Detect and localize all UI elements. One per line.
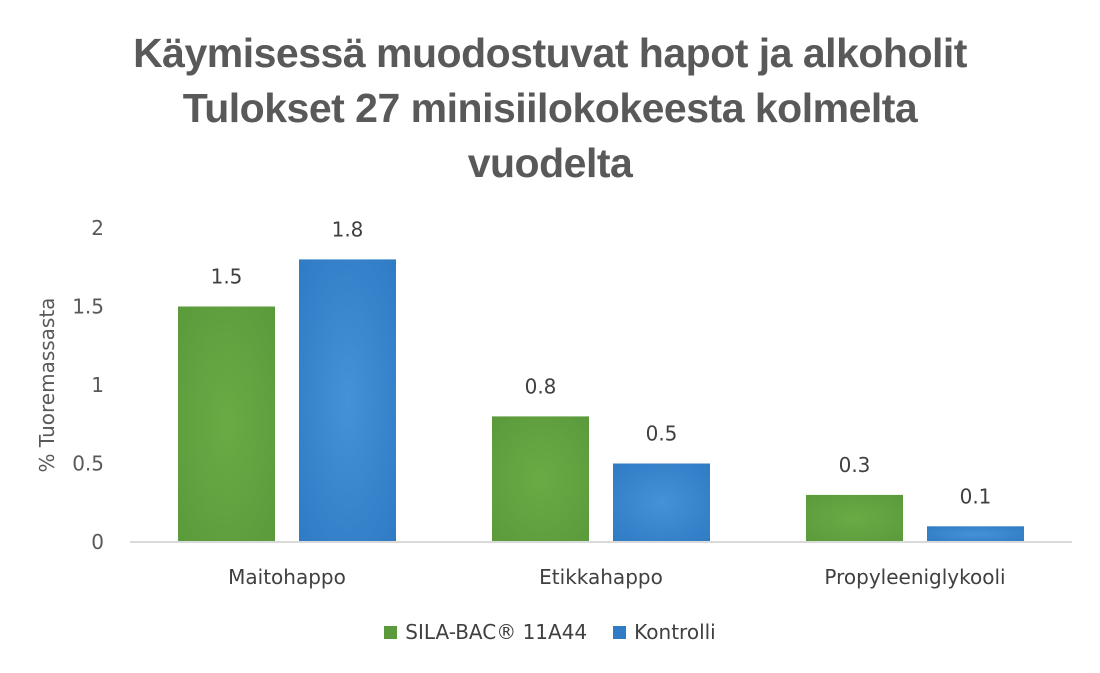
y-tick-label: 2 — [91, 216, 104, 240]
bar-propyleeniglykooli-series-1 — [806, 494, 903, 542]
legend-item-series-2: Kontrolli — [613, 620, 716, 644]
legend-swatch-series-2 — [613, 625, 627, 639]
legend-item-series-1: SILA-BAC® 11A44 — [384, 620, 587, 644]
data-label: 0.8 — [525, 374, 557, 398]
bar-etikkahappo-series-2 — [613, 463, 710, 542]
x-axis: Maitohappo Etikkahappo Propyleeniglykooli — [228, 565, 1005, 589]
legend: SILA-BAC® 11A44 Kontrolli — [0, 620, 1100, 644]
data-label: 1.5 — [211, 265, 243, 289]
legend-label-series-2: Kontrolli — [634, 620, 716, 644]
y-tick-label: 1 — [91, 373, 104, 397]
bar-maitohappo-series-2 — [299, 259, 396, 542]
y-axis: 0 0.5 1 1.5 2 — [72, 216, 104, 554]
legend-label-series-1: SILA-BAC® 11A44 — [405, 620, 588, 644]
data-label: 1.8 — [332, 217, 364, 241]
bars — [178, 259, 1024, 542]
x-tick-label: Etikkahappo — [539, 565, 663, 589]
bar-etikkahappo-series-1 — [492, 416, 589, 542]
legend-swatch-series-1 — [384, 625, 398, 639]
y-axis-title: % Tuoremassasta — [35, 298, 59, 473]
chart-title-line-2: Tulokset 27 minisiilokokeesta kolmelta — [182, 85, 918, 131]
chart-title-line-1: Käymisessä muodostuvat hapot ja alkoholi… — [133, 30, 967, 76]
x-tick-label: Propyleeniglykooli — [824, 565, 1005, 589]
chart-title: Käymisessä muodostuvat hapot ja alkoholi… — [0, 26, 1100, 191]
x-tick-label: Maitohappo — [228, 565, 346, 589]
data-label: 0.3 — [839, 453, 871, 477]
data-labels: 1.5 1.8 0.8 0.5 0.3 0.1 — [211, 217, 992, 508]
y-tick-label: 0.5 — [72, 452, 104, 476]
data-label: 0.5 — [646, 422, 678, 446]
data-label: 0.1 — [960, 484, 992, 508]
chart-title-line-3: vuodelta — [467, 140, 633, 186]
y-tick-label: 1.5 — [72, 295, 104, 319]
bar-maitohappo-series-1 — [178, 306, 275, 542]
bar-propyleeniglykooli-series-2 — [927, 526, 1024, 542]
y-tick-label: 0 — [91, 530, 104, 554]
